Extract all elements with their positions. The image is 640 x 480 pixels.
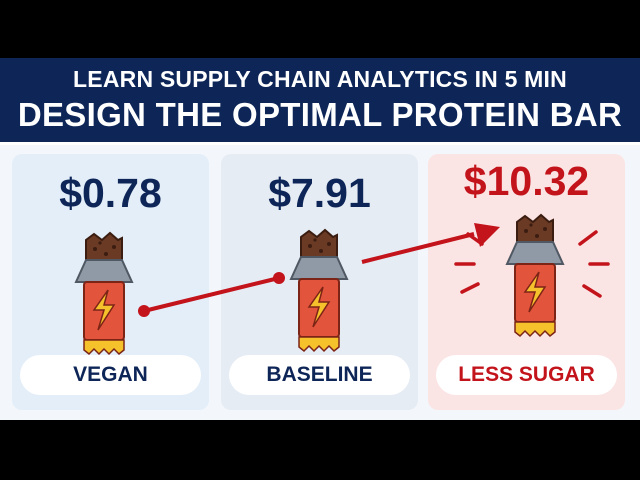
illustration-layer	[75, 214, 610, 355]
protein-bar-icon	[290, 229, 348, 352]
price-baseline: $7.91	[268, 170, 371, 216]
label-less-sugar: LESS SUGAR	[436, 355, 617, 395]
label-vegan: VEGAN	[20, 355, 201, 395]
price-less-sugar: $10.32	[463, 158, 590, 204]
burst-lines	[454, 230, 610, 298]
title-banner: LEARN SUPPLY CHAIN ANALYTICS IN 5 MIN DE…	[0, 58, 640, 145]
protein-bar-icon	[75, 232, 133, 355]
protein-bar-icon	[506, 214, 564, 337]
thumbnail: LEARN SUPPLY CHAIN ANALYTICS IN 5 MIN DE…	[0, 58, 640, 420]
label-baseline: BASELINE	[229, 355, 410, 395]
price-vegan: $0.78	[59, 170, 162, 216]
banner-title: DESIGN THE OPTIMAL PROTEIN BAR	[17, 96, 623, 133]
banner-subtitle: LEARN SUPPLY CHAIN ANALYTICS IN 5 MIN	[73, 66, 567, 92]
